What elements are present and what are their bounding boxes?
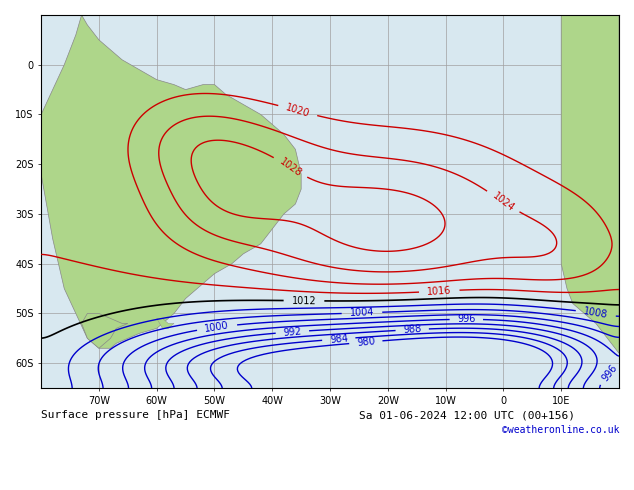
Text: 1008: 1008: [583, 306, 609, 320]
Text: 988: 988: [403, 324, 422, 335]
Text: 996: 996: [600, 363, 619, 383]
Text: Surface pressure [hPa] ECMWF: Surface pressure [hPa] ECMWF: [41, 411, 230, 420]
Polygon shape: [157, 318, 174, 328]
Text: ©weatheronline.co.uk: ©weatheronline.co.uk: [501, 425, 619, 436]
Text: 1012: 1012: [292, 295, 316, 306]
Text: 1024: 1024: [490, 190, 516, 213]
Text: 992: 992: [283, 326, 302, 338]
Polygon shape: [41, 15, 301, 348]
Text: 1016: 1016: [427, 286, 452, 297]
Text: 984: 984: [329, 333, 348, 345]
Text: 996: 996: [457, 315, 476, 324]
Text: 980: 980: [356, 336, 375, 348]
Text: Sa 01-06-2024 12:00 UTC (00+156): Sa 01-06-2024 12:00 UTC (00+156): [359, 411, 575, 420]
Text: 1000: 1000: [204, 320, 230, 334]
Text: 1020: 1020: [285, 102, 311, 119]
Polygon shape: [82, 314, 128, 348]
Text: 1004: 1004: [349, 307, 375, 318]
Polygon shape: [561, 15, 619, 353]
Text: 1028: 1028: [278, 156, 304, 179]
